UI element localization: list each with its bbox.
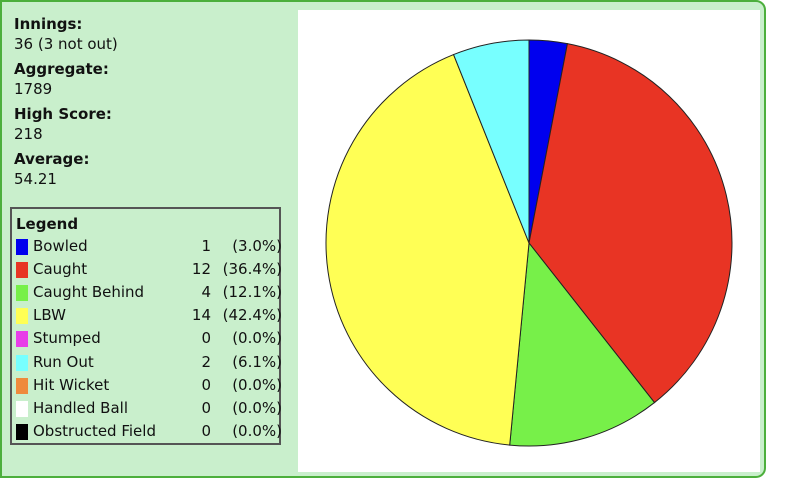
stat-high-score: High Score: 218	[14, 104, 284, 144]
legend-count: 0	[201, 375, 211, 394]
legend-percent: (6.1%)	[232, 352, 282, 371]
chart-legend: Legend Bowled 1 (3.0%) Caught 12 (36.4%) Caugh…	[10, 207, 282, 445]
legend-percent: (0.0%)	[232, 329, 282, 348]
stat-label: Innings:	[14, 15, 83, 33]
legend-swatch	[16, 400, 28, 417]
pie-chart	[325, 39, 733, 447]
legend-swatch	[16, 262, 28, 279]
legend-swatch	[16, 377, 28, 394]
dismissal-panel: Innings: 36 (3 not out) Aggregate: 1789 …	[0, 0, 766, 478]
stat-label: Average:	[14, 150, 90, 168]
legend-swatch	[16, 308, 28, 325]
legend-percent: (12.1%)	[222, 283, 282, 302]
legend-item: Caught Behind 4 (12.1%)	[16, 282, 282, 302]
legend-swatch	[16, 239, 28, 255]
legend-item: Obstructed Field 0 (0.0%)	[16, 421, 282, 441]
legend-count: 1	[201, 237, 211, 255]
stat-aggregate: Aggregate: 1789	[14, 59, 284, 99]
legend-count: 0	[201, 329, 211, 348]
legend-item: Hit Wicket 0 (0.0%)	[16, 375, 282, 395]
legend-percent: (0.0%)	[232, 421, 282, 440]
batting-stats: Innings: 36 (3 not out) Aggregate: 1789 …	[14, 14, 284, 194]
legend-swatch	[16, 423, 28, 440]
legend-count: 0	[201, 421, 211, 440]
legend-percent: (0.0%)	[232, 398, 282, 417]
legend-count: 14	[191, 306, 211, 325]
legend-percent: (0.0%)	[232, 375, 282, 394]
legend-percent: (3.0%)	[232, 237, 282, 255]
stat-value: 54.21	[14, 170, 57, 188]
pie-slice-run-out	[452, 39, 530, 244]
legend-label: Hit Wicket	[33, 375, 110, 394]
legend-item: Caught 12 (36.4%)	[16, 259, 282, 279]
legend-label: Caught	[33, 260, 88, 279]
legend-item: Bowled 1 (3.0%)	[16, 236, 282, 256]
stat-label: High Score:	[14, 105, 112, 123]
legend-label: Caught Behind	[33, 283, 145, 302]
legend-percent: (42.4%)	[222, 306, 282, 325]
legend-item: LBW 14 (42.4%)	[16, 305, 282, 325]
chart-panel	[298, 10, 760, 472]
pie-slice-caught-behind	[509, 241, 656, 447]
stat-value: 218	[14, 125, 43, 143]
legend-item: Run Out 2 (6.1%)	[16, 352, 282, 372]
legend-label: LBW	[33, 306, 66, 325]
legend-swatch	[16, 331, 28, 348]
legend-label: Handled Ball	[33, 398, 129, 417]
stat-label: Aggregate:	[14, 60, 109, 78]
stat-value: 36 (3 not out)	[14, 35, 118, 53]
legend-count: 2	[201, 352, 211, 371]
legend-swatch	[16, 354, 28, 371]
legend-count: 0	[201, 398, 211, 417]
legend-count: 12	[191, 260, 211, 279]
legend-swatch	[16, 285, 28, 302]
stat-average: Average: 54.21	[14, 149, 284, 189]
legend-title: Legend	[16, 215, 79, 233]
legend-label: Stumped	[33, 329, 101, 348]
legend-item: Handled Ball 0 (0.0%)	[16, 398, 282, 418]
pie-slice-caught	[528, 43, 733, 404]
legend-label: Bowled	[33, 237, 88, 255]
legend-label: Run Out	[33, 352, 94, 371]
legend-count: 4	[201, 283, 211, 302]
stat-value: 1789	[14, 80, 53, 98]
legend-label: Obstructed Field	[33, 421, 156, 440]
stat-innings: Innings: 36 (3 not out)	[14, 14, 284, 54]
legend-item: Stumped 0 (0.0%)	[16, 328, 282, 348]
legend-percent: (36.4%)	[222, 260, 282, 279]
pie-slice-lbw	[325, 53, 530, 446]
